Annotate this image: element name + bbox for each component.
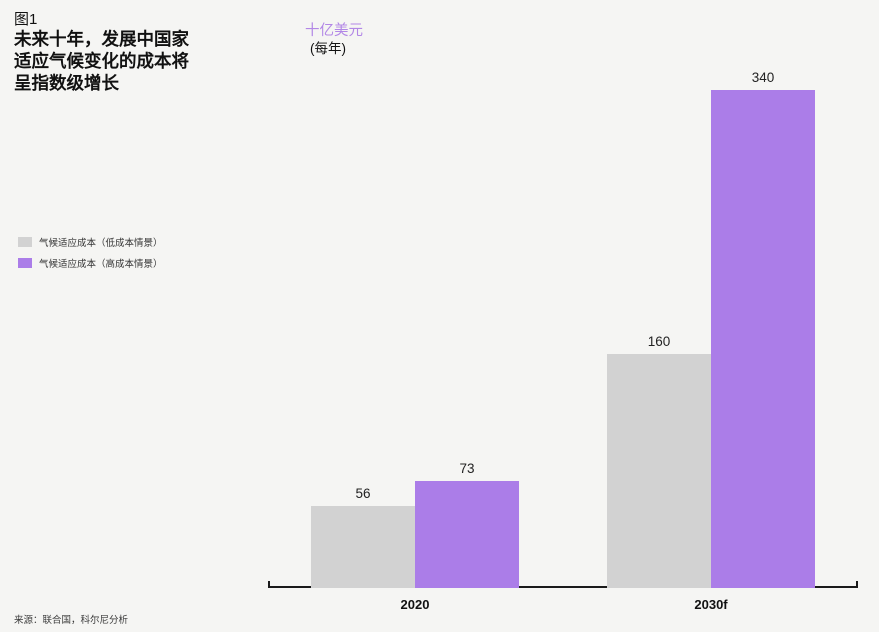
legend-label: 气候适应成本（低成本情景） [39,238,163,249]
bar-value-label: 73 [459,461,475,476]
legend-item-high: 气候适应成本（高成本情景） [18,256,163,270]
legend-swatch [18,258,32,268]
figure-title-line-1: 未来十年，发展中国家 [14,29,189,49]
bar-2020-high [415,481,519,588]
unit-secondary-label: (每年) [310,41,346,56]
legend: 气候适应成本（低成本情景） 气候适应成本（高成本情景） [18,235,163,270]
legend-label: 气候适应成本（高成本情景） [39,259,163,270]
bar-value-label: 56 [355,486,371,501]
bar-value-label: 340 [751,70,775,85]
figure-title-line-3: 呈指数级增长 [14,73,119,93]
x-axis-category-label: 2020 [400,597,430,612]
bar-value-label: 160 [647,334,671,349]
figure-title: 未来十年，发展中国家 适应气候变化的成本将 呈指数级增长 [14,28,189,94]
figure-number: 图1 [14,11,38,28]
y-axis-unit-label: 十亿美元 (每年) [305,22,363,57]
unit-primary-label: 十亿美元 [305,23,363,39]
legend-swatch [18,237,32,247]
figure-title-line-2: 适应气候变化的成本将 [14,51,189,71]
bar-2020-low [311,506,415,588]
source-note: 来源：联合国，科尔尼分析 [14,615,129,626]
x-axis-end-tick [268,581,270,587]
x-axis-end-tick [856,581,858,587]
bar-2030f-high [711,90,815,588]
bar-2030f-low [607,354,711,588]
x-axis-category-label: 2030f [694,597,728,612]
x-axis-line [268,586,858,588]
legend-item-low: 气候适应成本（低成本情景） [18,235,163,249]
